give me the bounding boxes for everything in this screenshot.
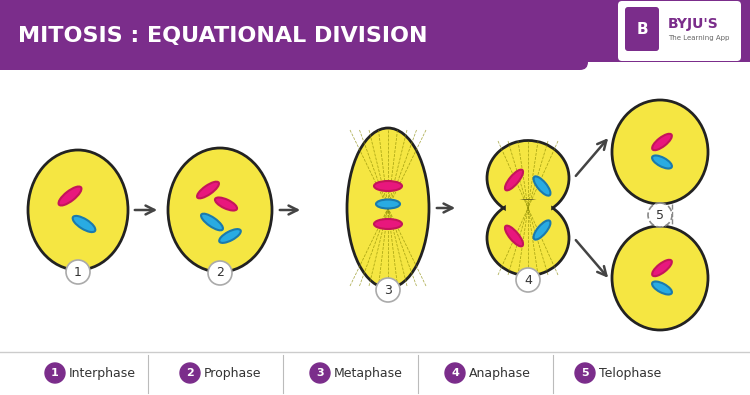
Ellipse shape [197,182,219,198]
FancyBboxPatch shape [618,1,741,61]
Ellipse shape [612,226,708,330]
Text: 2: 2 [216,267,224,280]
Text: 5: 5 [656,209,664,222]
Text: The Learning App: The Learning App [668,35,729,41]
Ellipse shape [28,150,128,270]
Text: 3: 3 [384,284,392,297]
Circle shape [516,268,540,292]
Text: 1: 1 [74,265,82,278]
Ellipse shape [215,198,237,211]
Circle shape [376,278,400,302]
Ellipse shape [505,226,523,246]
Ellipse shape [58,186,82,205]
Circle shape [45,363,65,383]
Ellipse shape [533,176,550,196]
Text: 4: 4 [451,368,459,378]
Ellipse shape [487,141,569,216]
FancyBboxPatch shape [0,0,750,62]
Ellipse shape [201,214,223,230]
Circle shape [180,363,200,383]
Ellipse shape [376,199,400,209]
Text: B: B [636,21,648,36]
Text: 1: 1 [51,368,58,378]
Ellipse shape [652,260,672,276]
Circle shape [310,363,330,383]
Text: Interphase: Interphase [69,367,136,380]
Circle shape [445,363,465,383]
FancyBboxPatch shape [0,0,588,70]
Text: Metaphase: Metaphase [334,367,403,380]
Ellipse shape [487,201,569,275]
Ellipse shape [347,128,429,288]
Ellipse shape [652,282,672,295]
Text: Telophase: Telophase [599,367,662,380]
Ellipse shape [652,156,672,169]
Circle shape [66,260,90,284]
Text: 5: 5 [581,368,589,378]
Ellipse shape [612,100,708,204]
Text: 4: 4 [524,273,532,286]
FancyBboxPatch shape [625,7,659,51]
Ellipse shape [73,216,95,232]
Ellipse shape [168,148,272,272]
Circle shape [575,363,595,383]
Ellipse shape [652,134,672,150]
Circle shape [648,203,672,227]
Text: Prophase: Prophase [204,367,262,380]
Text: 3: 3 [316,368,324,378]
Ellipse shape [219,229,241,243]
Text: Anaphase: Anaphase [469,367,531,380]
Circle shape [208,261,232,285]
Ellipse shape [533,220,550,240]
Text: MITOSIS : EQUATIONAL DIVISION: MITOSIS : EQUATIONAL DIVISION [18,26,427,46]
Ellipse shape [505,169,523,190]
Ellipse shape [374,181,402,191]
Ellipse shape [374,219,402,229]
Text: 2: 2 [186,368,194,378]
Text: BYJU'S: BYJU'S [668,17,718,31]
